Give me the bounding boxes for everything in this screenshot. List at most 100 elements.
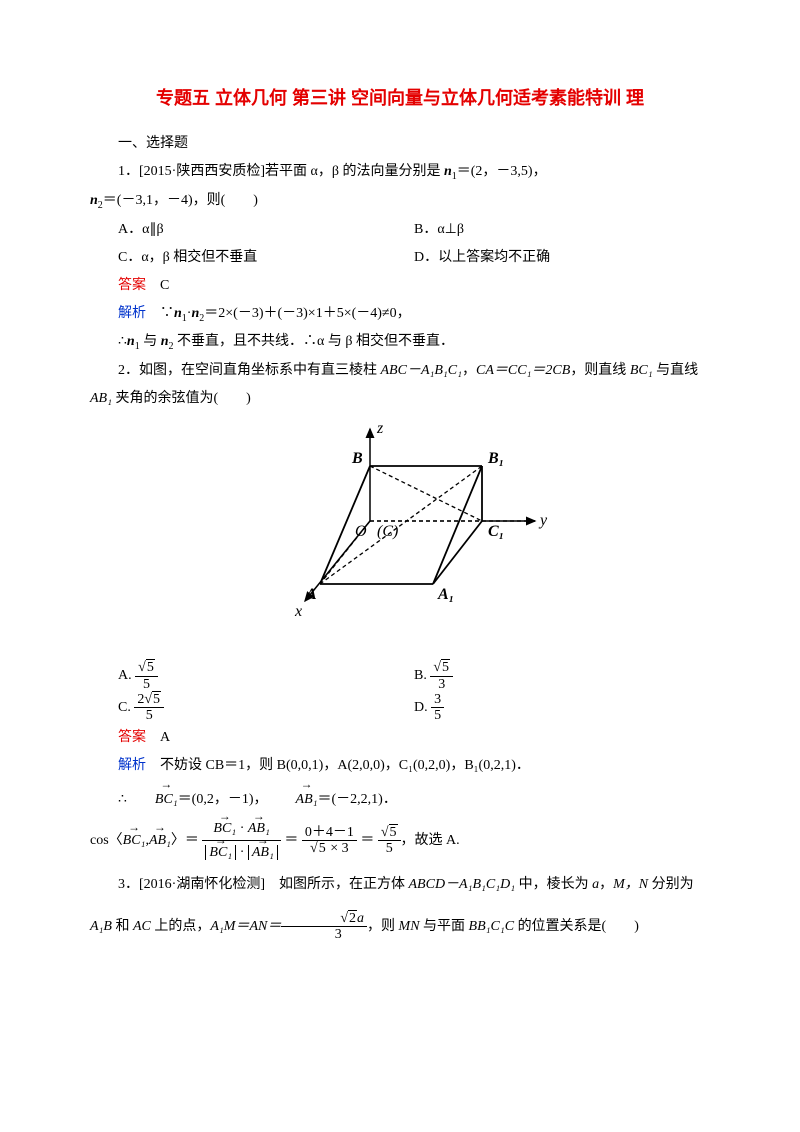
- t: 3．[2016·湖南怀化检测] 如图所示，在正方体: [118, 877, 409, 892]
- q1-choice-a: A．α∥β: [118, 216, 414, 244]
- t: A₁B: [90, 919, 112, 934]
- prism-svg: z y x B B₁ O (C) C₁ A A₁: [250, 421, 550, 641]
- vec-bc1: BC₁: [123, 819, 146, 864]
- q3-stem: 3．[2016·湖南怀化检测] 如图所示，在正方体 ABCD－A₁B₁C₁D₁ …: [90, 864, 710, 948]
- vec-ab1: AB₁: [268, 780, 318, 819]
- t: n: [161, 334, 169, 349]
- q2-figure: z y x B B₁ O (C) C₁ A A₁: [90, 421, 710, 652]
- t: 与平面: [420, 919, 469, 934]
- t: 上的点，: [151, 919, 211, 934]
- page-title: 专题五 立体几何 第三讲 空间向量与立体几何适考素能特训 理: [90, 80, 710, 116]
- calc-frac: 0＋4－1 5 × 3: [302, 825, 357, 857]
- t: C.: [118, 700, 131, 715]
- lbl-B: B: [351, 450, 363, 467]
- q2-choice-a: A. 55: [118, 660, 414, 692]
- q1-choice-b: B．α⊥β: [414, 216, 710, 244]
- q1-n2: n: [90, 193, 98, 208]
- q2-choices-row1: A. 55 B. 53: [118, 660, 710, 692]
- big-frac: BC₁ · AB₁ BC₁ · AB₁: [202, 821, 280, 861]
- t: 夹角的余弦值为( ): [112, 391, 251, 406]
- q2-answer: 答案 A: [90, 724, 710, 752]
- t: CA＝CC₁＝2CB: [476, 363, 570, 378]
- q1-n1-val: ＝(2，－3,5)，: [457, 164, 547, 179]
- t: D.: [414, 700, 428, 715]
- t: cos〈: [90, 833, 123, 848]
- t: 5: [431, 708, 444, 723]
- q2-analysis-1: 解析 不妨设 CB＝1，则 B(0,0,1)，A(2,0,0)，C₁(0,2,0…: [90, 752, 710, 780]
- t: M，N: [613, 877, 648, 892]
- t: n: [127, 334, 135, 349]
- lbl-z: z: [376, 421, 384, 437]
- section-heading: 一、选择题: [90, 130, 710, 158]
- q2-analysis-3: cos〈BC₁,AB₁〉＝ BC₁ · AB₁ BC₁ · AB₁ ＝ 0＋4－…: [90, 819, 710, 864]
- t: 与直线: [653, 363, 699, 378]
- q2-choice-c: C. 255: [118, 692, 414, 724]
- q2-answer-val: A: [146, 730, 170, 745]
- t: ，则: [367, 919, 399, 934]
- lbl-O: O: [355, 523, 367, 540]
- vec-ab1: AB₁: [149, 819, 171, 864]
- analysis-label: 解析: [118, 306, 146, 321]
- t: ＝(0,2，－1)，: [178, 792, 268, 807]
- q1-stem-pre: 1．[2015·陕西西安质检]若平面 α，β 的法向量分别是: [118, 164, 444, 179]
- q1-choices-row2: C．α，β 相交但不垂直 D．以上答案均不正确: [118, 244, 710, 272]
- lbl-A: A: [305, 586, 317, 603]
- t: 5: [378, 841, 401, 856]
- t: 2．如图，在空间直角坐标系中有直三棱柱: [118, 363, 381, 378]
- t: ABCD－A₁B₁C₁D₁: [409, 877, 516, 892]
- t: 5: [135, 677, 158, 692]
- t: A₁M＝AN＝: [210, 919, 281, 934]
- t: 分别为: [648, 877, 694, 892]
- t: AC: [133, 919, 151, 934]
- result-frac: 5 5: [378, 825, 401, 857]
- q1-analysis-2: ∴n1 与 n2 不垂直，且不共线．∴α 与 β 相交但不垂直．: [90, 328, 710, 357]
- t: ∴: [118, 334, 127, 349]
- t: 与: [140, 334, 161, 349]
- t: 3: [430, 677, 453, 692]
- t: ABC－A₁B₁C₁: [381, 363, 462, 378]
- q2-analysis-2: ∴BC₁＝(0,2，－1)，AB₁＝(－2,2,1)．: [90, 780, 710, 819]
- t: ，故选 A.: [401, 833, 460, 848]
- t: MN: [399, 919, 420, 934]
- t: 0＋4－1: [302, 825, 357, 841]
- t: ，: [462, 363, 476, 378]
- q1-answer: 答案 C: [90, 272, 710, 300]
- t: 不妨设 CB＝1，则 B(0,0,1)，A(2,0,0)，C₁(0,2,0)，B…: [146, 758, 530, 773]
- t: 中，棱长为: [515, 877, 592, 892]
- t: ＝(－2,2,1)．: [318, 792, 397, 807]
- q1-analysis-1: 解析 ∵n1·n2＝2×(－3)＋(－3)×1＋5×(－4)≠0，: [90, 300, 710, 329]
- t: n: [174, 306, 182, 321]
- lbl-A1: A₁: [437, 586, 454, 603]
- q1-stem-line2: n2＝(－3,1，－4)，则( ): [90, 187, 710, 216]
- t: BB₁C₁C: [469, 919, 515, 934]
- lbl-y: y: [538, 512, 548, 529]
- lbl-C1: C₁: [488, 523, 504, 540]
- t: 〉＝: [171, 833, 199, 848]
- answer-label: 答案: [118, 730, 146, 745]
- q1-n1: n: [444, 164, 452, 179]
- answer-label: 答案: [118, 278, 146, 293]
- q2-choice-d: D. 35: [414, 692, 710, 724]
- t: ，: [599, 877, 613, 892]
- q1-n2-val: ＝(－3,1，－4)，则( ): [103, 193, 258, 208]
- t: 5: [134, 708, 164, 723]
- t: ＝2×(－3)＋(－3)×1＋5×(－4)≠0，: [204, 306, 410, 321]
- q1-choice-d: D．以上答案均不正确: [414, 244, 710, 272]
- t: ＝: [360, 833, 374, 848]
- lbl-x: x: [294, 603, 302, 620]
- t: 的位置关系是( ): [514, 919, 639, 934]
- t: BC₁: [630, 363, 653, 378]
- t: ，则直线: [570, 363, 630, 378]
- q2-choices-row2: C. 255 D. 35: [118, 692, 710, 724]
- t: AB₁: [90, 391, 112, 406]
- t: 3: [281, 927, 367, 942]
- lbl-C: (C): [377, 523, 398, 540]
- t: ∴: [118, 792, 127, 807]
- q1-choices-row1: A．α∥β B．α⊥β: [118, 216, 710, 244]
- q2-choice-b: B. 53: [414, 660, 710, 692]
- t: B.: [414, 668, 427, 683]
- t: 不垂直，且不共线．∴α 与 β 相交但不垂直．: [174, 334, 454, 349]
- q2-stem: 2．如图，在空间直角坐标系中有直三棱柱 ABC－A₁B₁C₁，CA＝CC₁＝2C…: [90, 357, 710, 413]
- t: 3: [431, 692, 444, 708]
- t: 和: [112, 919, 133, 934]
